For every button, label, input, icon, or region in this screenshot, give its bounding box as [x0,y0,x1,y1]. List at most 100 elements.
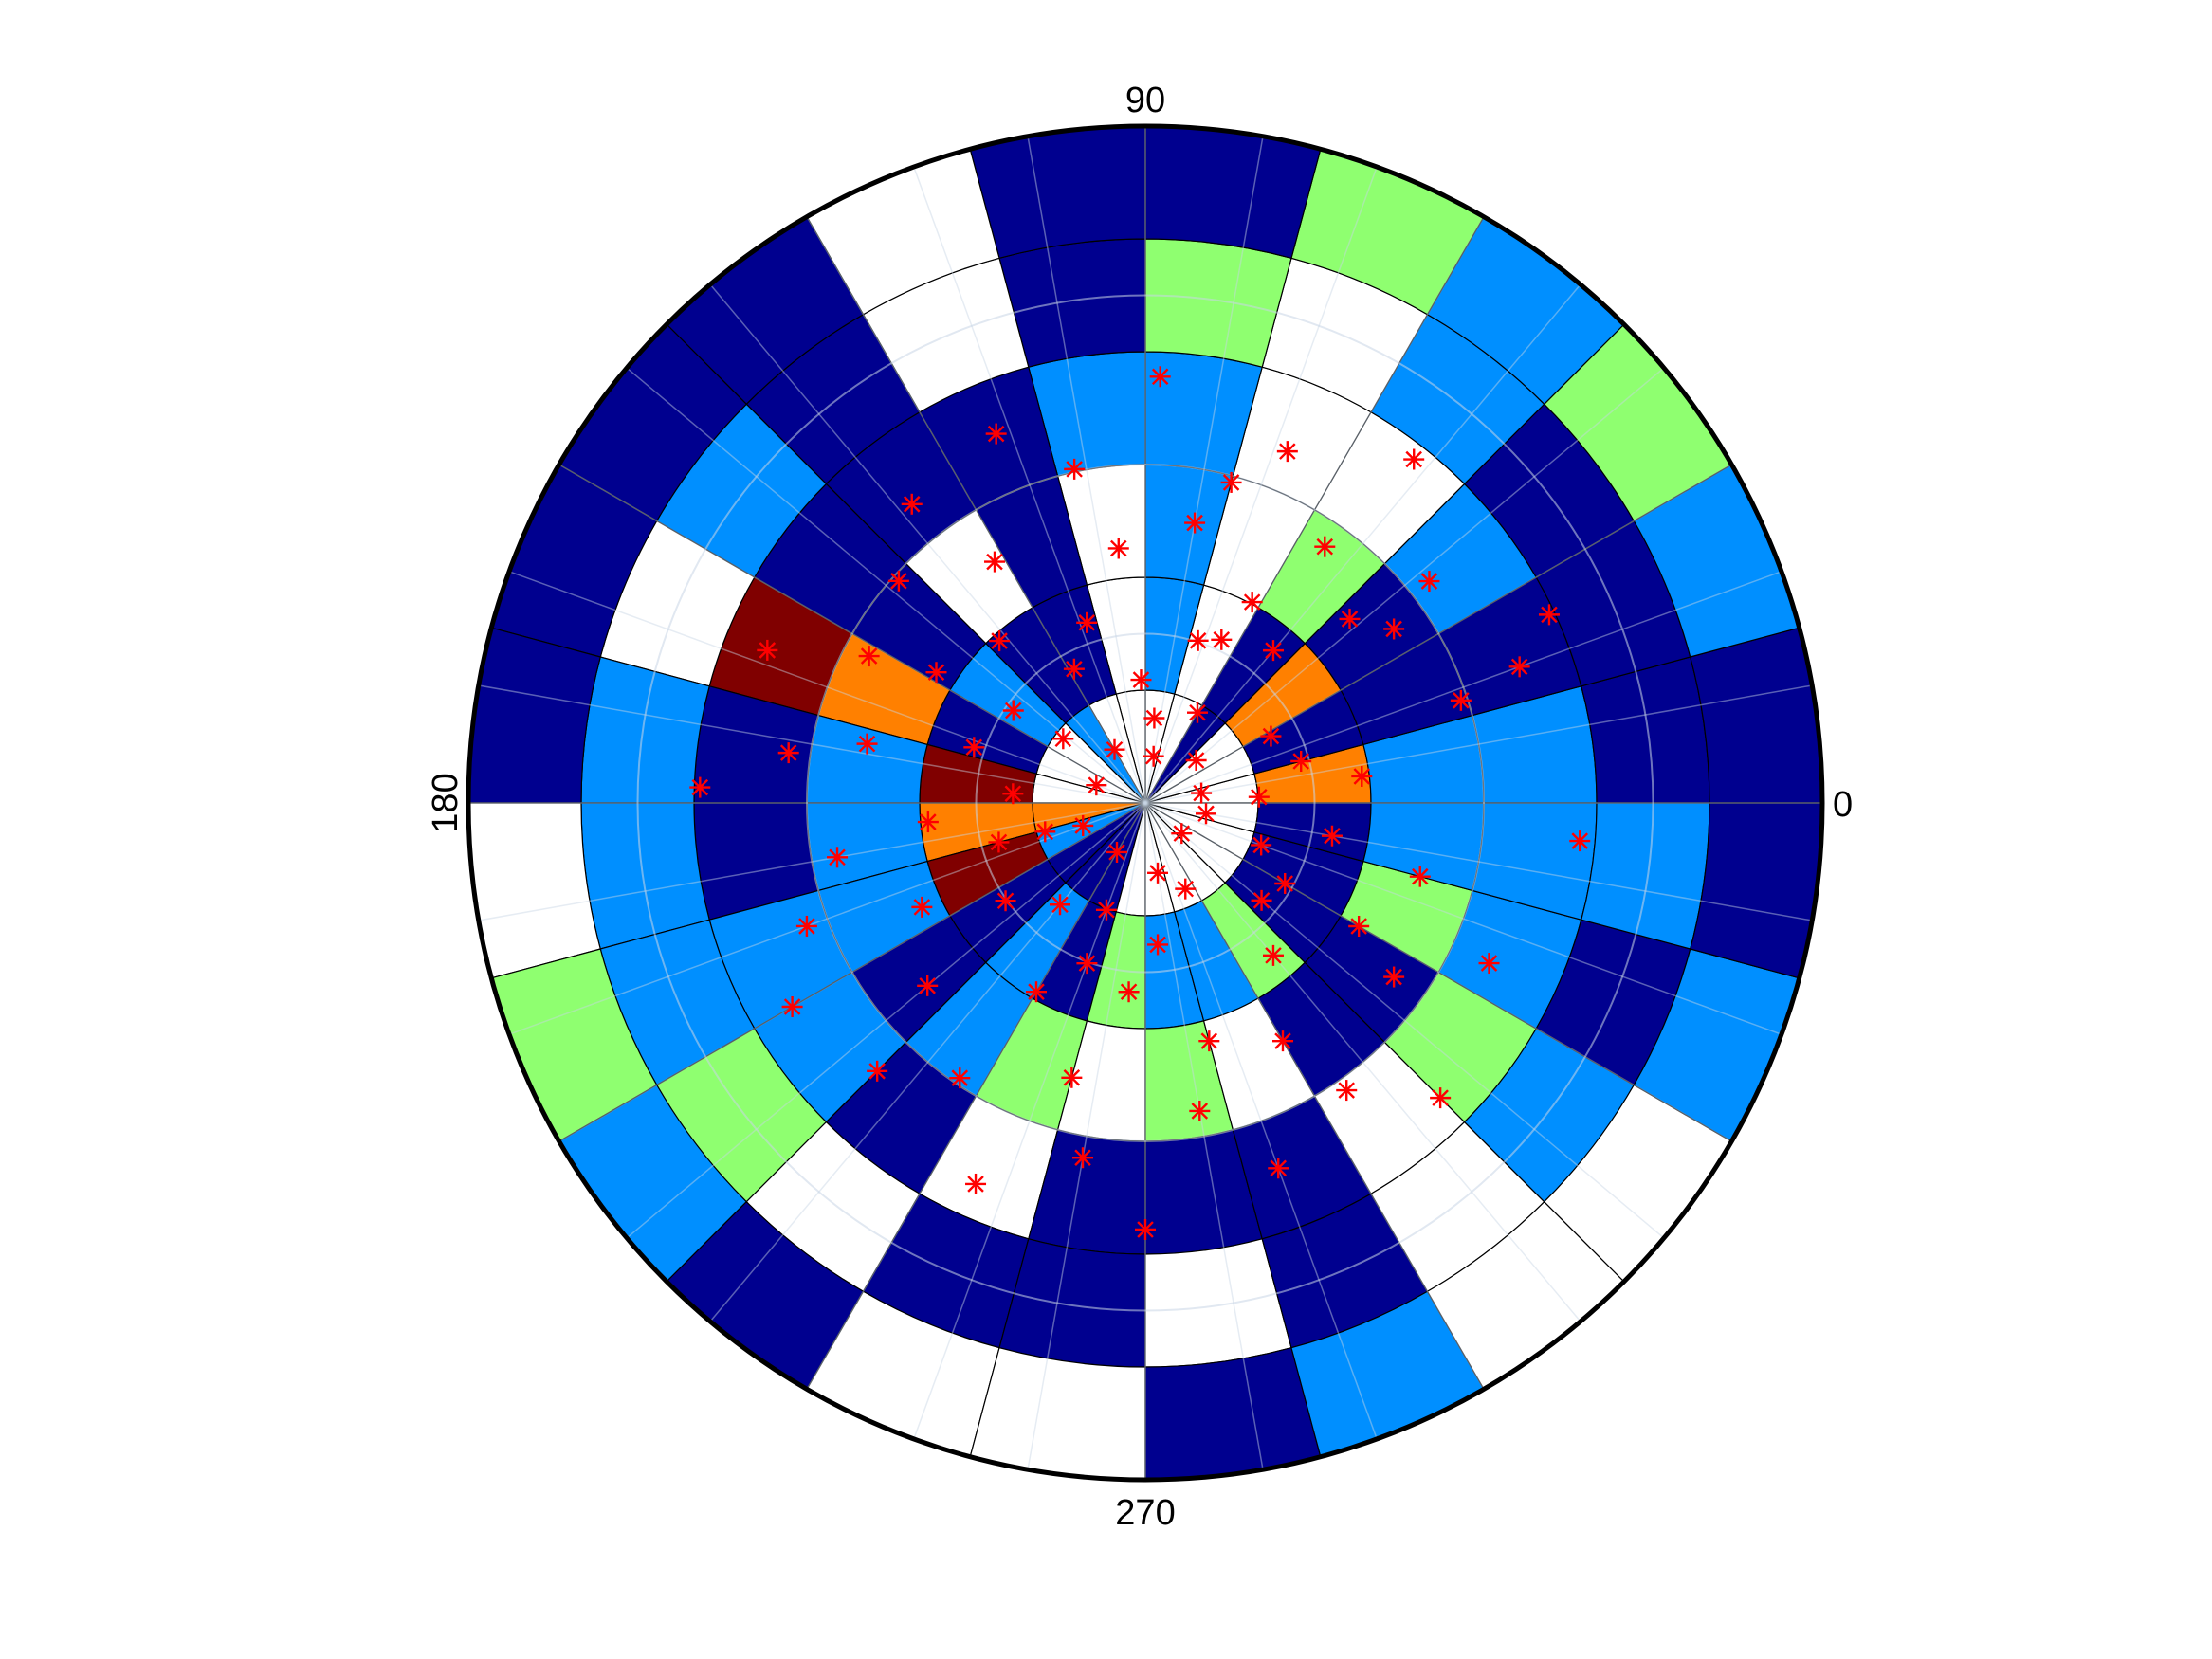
grid-circle-0 [975,632,1316,974]
scatter-point [781,996,803,1017]
grid-spoke-240 [806,802,1146,1390]
grid-spoke-20 [1144,571,1782,804]
scatter-point [1191,782,1213,804]
heatmap-cell-r5-a6 [969,125,1146,260]
scatter-point [1130,669,1152,691]
scatter-point [827,847,849,868]
scatter-point [1508,656,1530,678]
scatter-point [965,1173,987,1194]
scatter-points [689,366,1591,1240]
grid-spoke-10 [1144,684,1813,804]
scatter-point [1339,608,1361,629]
scatter-point [1351,765,1373,787]
grid-spoke-160 [508,571,1146,804]
heatmap-cell-r5-a11 [467,627,602,804]
scatter-point [988,831,1010,853]
scatter-point [1260,725,1282,747]
grid-spoke-320 [1144,802,1665,1239]
scatter-point [1147,934,1169,956]
scatter-point [1034,821,1056,843]
scatter-point [1050,894,1071,916]
scatter-point [1147,862,1169,884]
grid-spoke-260 [1027,802,1146,1470]
outer-ring [466,123,1825,1483]
scatter-point [1409,866,1431,887]
scatter-point [1143,745,1164,767]
heatmap-cell-r5-a12 [467,802,602,979]
scatter-point [1171,823,1193,845]
scatter-point [1187,629,1209,651]
grid-spoke-220 [626,802,1146,1239]
scatter-point [985,423,1007,445]
grid-spoke-140 [626,367,1146,804]
scatter-point [1248,786,1270,808]
scatter-point [1198,1030,1220,1052]
angle-tick-label-270: 270 [1115,1493,1175,1533]
scatter-point [1076,611,1098,633]
scatter-point [1314,536,1336,557]
grid-spoke-60 [1144,216,1485,804]
scatter-point [963,737,985,758]
heatmap-cell-r5-a23 [1689,802,1823,979]
polar-grid [468,126,1822,1480]
scatter-point [689,776,711,798]
scatter-point [1276,441,1298,463]
grid-spoke-300 [1144,802,1485,1390]
scatter-point [1189,1100,1211,1121]
grid-spoke-150 [558,464,1146,804]
scatter-point [1095,899,1117,921]
angle-tick-label-180: 180 [426,773,466,832]
grid-spoke-350 [1144,802,1813,921]
grid-spoke-210 [558,802,1146,1142]
scatter-point [1220,471,1242,493]
scatter-point [1072,814,1094,836]
scatter-point [1538,604,1560,626]
scatter-point [1026,981,1047,1003]
scatter-point [1106,841,1127,863]
scatter-point [1104,738,1125,760]
scatter-point [1290,751,1312,773]
grid-spoke-200 [508,802,1146,1035]
scatter-point [1002,783,1024,805]
scatter-point [1064,458,1086,480]
scatter-point [1321,825,1343,847]
scatter-point [917,811,939,833]
scatter-point [901,493,923,515]
scatter-point [795,915,817,937]
grid-spoke-80 [1144,136,1264,804]
grid-spoke-230 [709,802,1146,1322]
scatter-point [1086,775,1107,796]
grid-spoke-330 [1144,802,1732,1142]
scatter-point [1072,1147,1094,1169]
scatter-point [1107,538,1129,559]
scatter-point [858,646,880,667]
scatter-point [1450,689,1472,711]
scatter-point [1251,834,1272,856]
scatter-point [1196,803,1217,825]
grid-spoke-290 [1144,802,1378,1440]
scatter-point [1336,1080,1358,1102]
heatmap-cell-r5-a18 [1144,1346,1322,1481]
heatmap-cells [467,125,1823,1481]
heatmap-cell-r5-a17 [969,1346,1146,1481]
scatter-point [1383,966,1405,988]
grid-circle-1 [806,464,1485,1142]
grid-spoke-310 [1144,802,1581,1322]
scatter-point [1184,512,1206,534]
grid-spoke-110 [913,166,1146,804]
scatter-point [1403,448,1425,470]
heatmap-cell-r5-a5 [1144,125,1322,260]
scatter-point [984,551,1006,573]
scatter-point [1175,878,1197,900]
scatter-point [777,742,799,764]
scatter-point [911,896,933,918]
scatter-point [1002,700,1024,721]
grid-spoke-190 [478,802,1146,921]
grid-spoke-120 [806,216,1146,804]
grid-circle-2 [636,294,1654,1312]
scatter-point [989,630,1011,652]
grid-spoke-100 [1027,136,1146,804]
scatter-point [1569,830,1591,852]
grid-spoke-170 [478,684,1146,804]
